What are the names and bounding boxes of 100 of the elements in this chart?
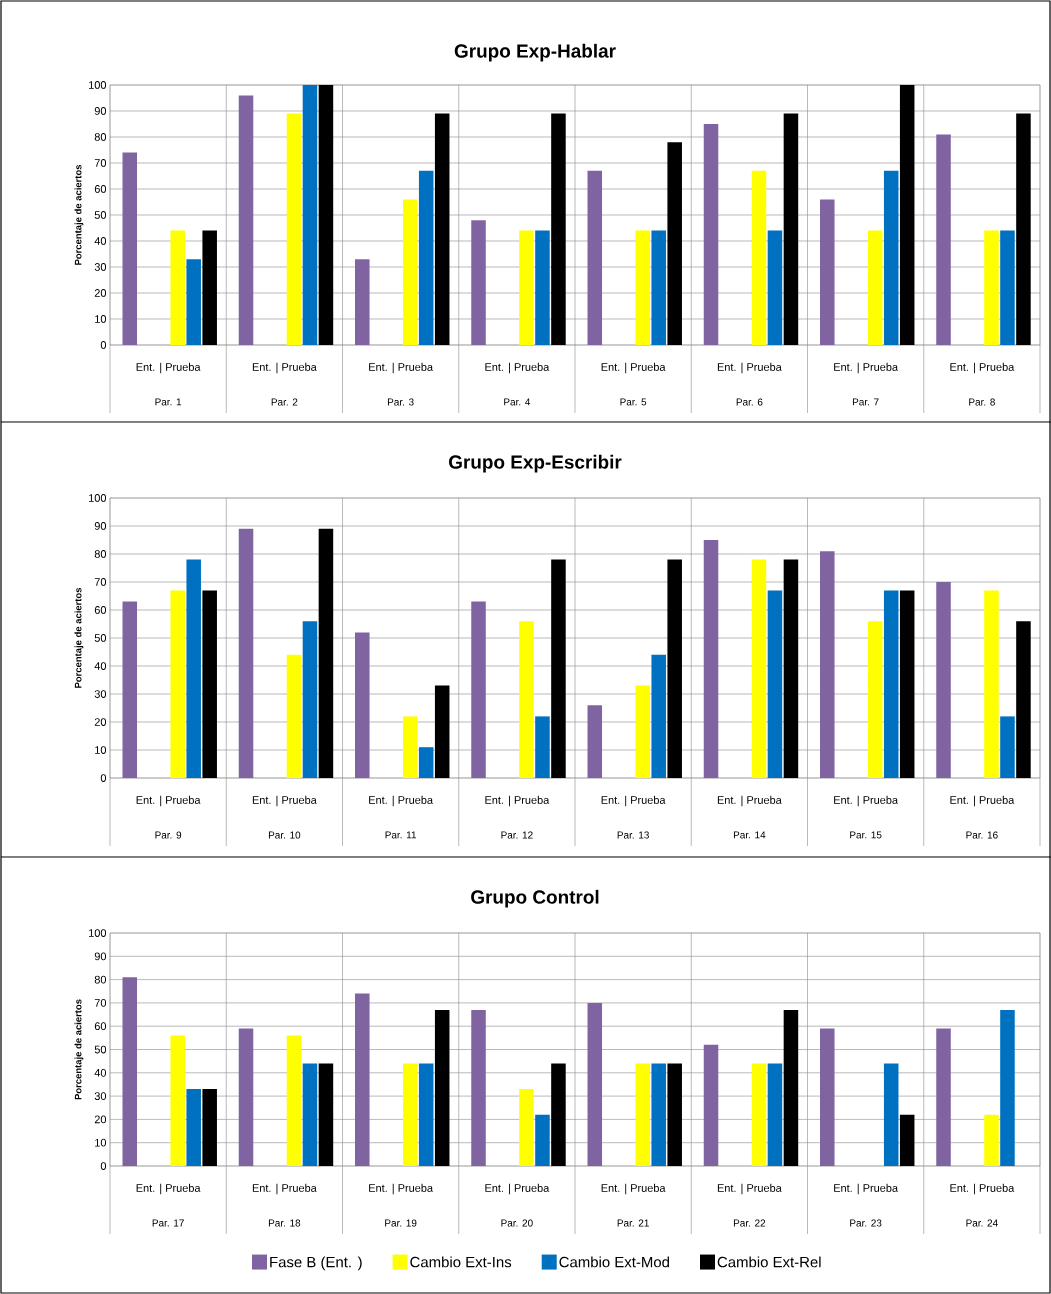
bar [471, 601, 486, 778]
y-tick-label: 50 [94, 211, 107, 219]
bar [318, 1063, 334, 1166]
text: Ent. | Prueba [950, 1183, 1015, 1195]
y-tick-label: 90 [94, 952, 107, 961]
text: Ent. | Prueba [136, 795, 201, 807]
x-tick-label: Par. 14 [733, 831, 766, 839]
bar [1016, 621, 1031, 778]
bar [1000, 716, 1015, 778]
y-tick-label: 10 [95, 746, 107, 754]
y-tick-label: 40 [94, 1068, 107, 1077]
bar [434, 685, 450, 778]
text: Ent. | Prueba [717, 795, 782, 807]
bar [651, 1063, 666, 1166]
bar [318, 528, 334, 778]
bar [286, 113, 302, 345]
bar [471, 220, 486, 345]
y-tick-label: 0 [100, 1162, 107, 1170]
y-axis-title: Porcentaje de aciertos [74, 999, 84, 1100]
bar [587, 170, 603, 345]
bar [667, 1063, 682, 1166]
text: Ent. | Prueba [252, 795, 317, 807]
bar [820, 551, 835, 778]
text: Ent. | Prueba [601, 362, 666, 374]
bar [302, 84, 318, 345]
bar [418, 170, 434, 345]
bar [434, 1009, 450, 1166]
bar [519, 621, 534, 778]
bar [418, 1063, 434, 1166]
bar [899, 590, 915, 778]
x-tick-label: Par. 17 [152, 1219, 184, 1227]
bar [302, 1063, 318, 1166]
text: Ent. | Prueba [834, 1183, 899, 1195]
y-tick-label: 70 [94, 999, 107, 1007]
bar [238, 1028, 254, 1166]
y-tick-label: 70 [94, 578, 107, 586]
y-tick-label: 10 [95, 1138, 107, 1147]
bar [635, 1063, 650, 1166]
bar [238, 528, 254, 778]
y-tick-label: 60 [94, 185, 107, 193]
text: Ent. | Prueba [834, 362, 899, 374]
bar [936, 581, 951, 778]
chart-title: Grupo Exp-Escribir [449, 454, 622, 473]
bar [651, 230, 666, 345]
text: Ent. | Prueba [950, 795, 1015, 807]
bar [202, 590, 217, 778]
y-axis-title: Porcentaje de aciertos [74, 587, 84, 688]
x-tick-label: Par. 9 [155, 831, 182, 839]
chart-title: Grupo Control [471, 889, 599, 908]
bar [1000, 1009, 1015, 1166]
chart-title: Grupo Exp-Hablar [454, 43, 616, 62]
x-tick-label: Par. 6 [736, 398, 763, 406]
legend-label: Cambio Ext-Mod [559, 1256, 669, 1268]
bar [402, 199, 418, 345]
text: Ent. | Prueba [369, 1183, 434, 1195]
y-tick-label: 50 [94, 1045, 107, 1054]
text: Ent. | Prueba [485, 1183, 550, 1195]
bar [418, 747, 434, 778]
bar [703, 539, 719, 778]
bar [355, 259, 370, 345]
bar [635, 685, 650, 778]
y-tick-label: 30 [94, 263, 107, 271]
bar [587, 1002, 603, 1166]
text: Ent. | Prueba [717, 1183, 782, 1195]
bar [170, 590, 185, 778]
bar [984, 230, 999, 345]
legend-label: Cambio Ext-Ins [410, 1256, 512, 1268]
y-tick-label: 80 [94, 975, 107, 984]
bar [936, 1028, 951, 1166]
x-tick-label: Par. 15 [850, 831, 882, 839]
x-tick-label: Par. 2 [271, 398, 298, 406]
bar [355, 632, 370, 778]
x-tick-label: Par. 7 [852, 398, 879, 406]
text: Ent. | Prueba [834, 795, 899, 807]
y-tick-label: 20 [94, 289, 107, 297]
bar [667, 559, 682, 778]
x-tick-label: Par. 23 [850, 1219, 882, 1227]
y-tick-label: 100 [89, 81, 107, 89]
bar [122, 601, 138, 778]
bar [751, 559, 767, 778]
x-tick-label: Par. 19 [385, 1219, 417, 1227]
bar [984, 590, 999, 778]
bar [820, 1028, 835, 1166]
text: Ent. | Prueba [369, 795, 434, 807]
bar [767, 1063, 783, 1166]
y-tick-label: 60 [94, 1022, 107, 1031]
y-tick-label: 90 [94, 107, 107, 115]
bar [820, 199, 835, 345]
text: Ent. | Prueba [601, 795, 666, 807]
bar [186, 259, 201, 345]
y-tick-label: 60 [94, 606, 107, 614]
y-tick-label: 20 [94, 1115, 107, 1124]
text: Ent. | Prueba [136, 362, 201, 374]
bar [551, 113, 566, 345]
y-tick-label: 0 [100, 341, 107, 349]
bar [202, 230, 217, 345]
y-tick-label: 40 [94, 237, 107, 245]
bar [899, 84, 915, 345]
y-tick-label: 80 [94, 133, 107, 141]
x-tick-label: Par. 8 [969, 398, 995, 406]
